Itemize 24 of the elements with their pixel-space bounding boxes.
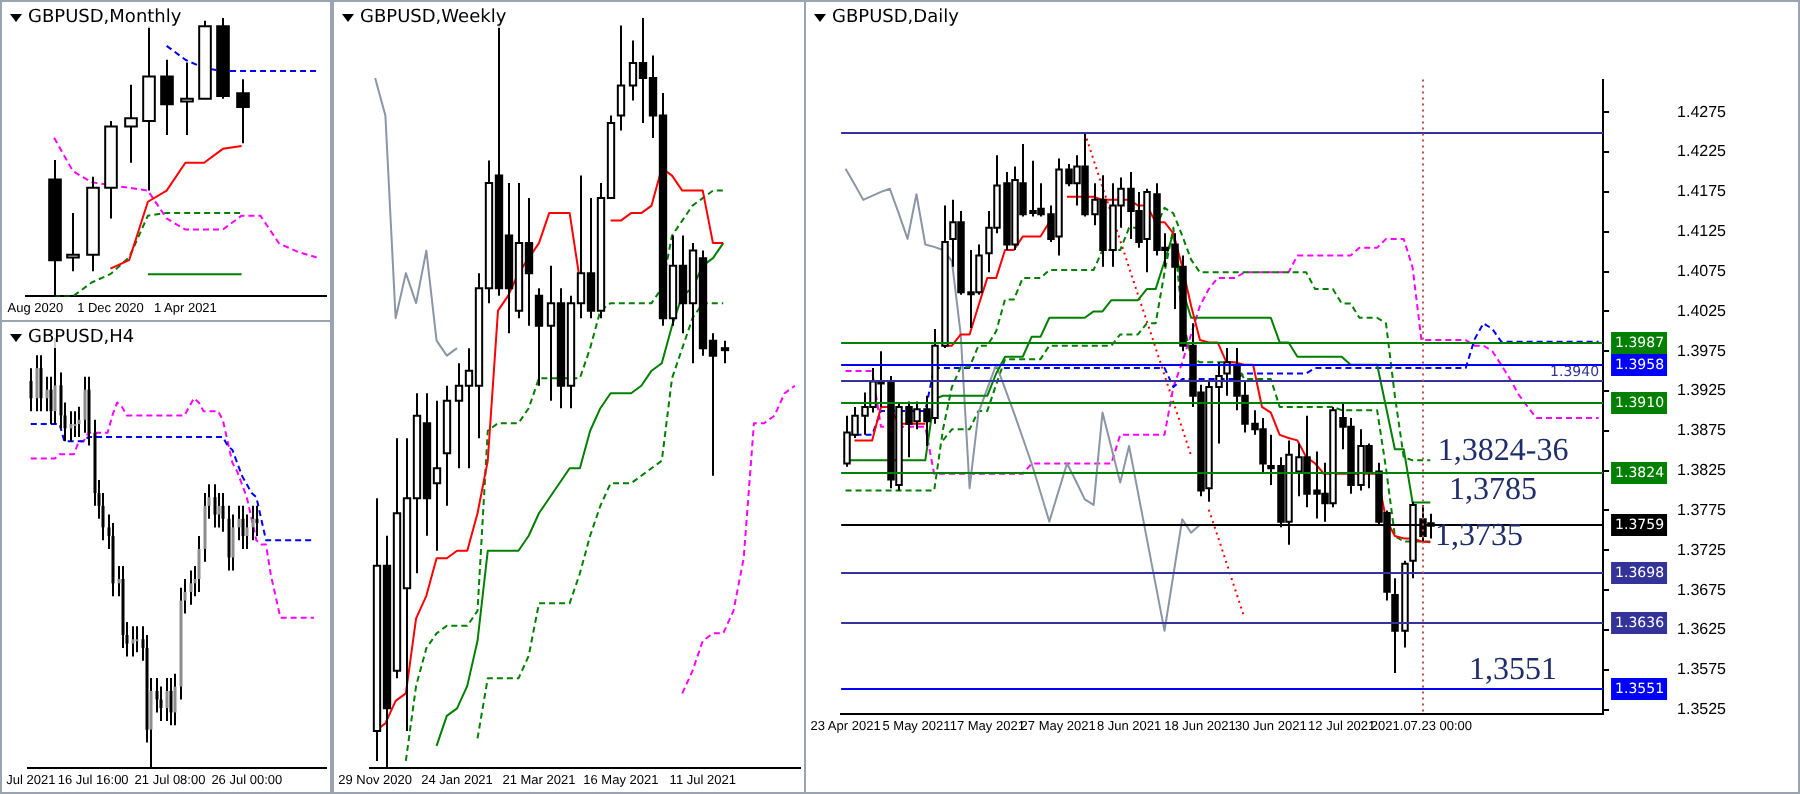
y-tick-label: 1.3625 — [1677, 620, 1728, 639]
y-tick-label: 1.3675 — [1677, 580, 1728, 599]
annotation: 1,3551 — [1469, 652, 1558, 687]
y-tick-label: 1.3525 — [1677, 700, 1728, 719]
annotation: 1,3785 — [1449, 472, 1538, 507]
chart-title: GBPUSD,Monthly — [28, 8, 182, 28]
y-tick-label: 1.3775 — [1677, 500, 1728, 519]
y-tick-label: 1.3575 — [1677, 660, 1728, 679]
chart-title: GBPUSD,H4 — [28, 328, 135, 348]
y-tick-label: 1.3875 — [1677, 421, 1728, 440]
chart-title: GBPUSD,Daily — [832, 8, 959, 28]
y-tick-label: 1.3925 — [1677, 381, 1728, 400]
y-tick-label: 1.4275 — [1677, 102, 1728, 121]
annotation: 1,3735 — [1435, 518, 1524, 553]
y-tick-label: 1.3725 — [1677, 540, 1728, 559]
y-tick-label: 1.3975 — [1677, 341, 1728, 360]
y-tick-label: 1.3825 — [1677, 461, 1728, 480]
chart-title: GBPUSD,Weekly — [360, 8, 507, 28]
y-tick-label: 1.4175 — [1677, 182, 1728, 201]
y-tick-label: 1.4025 — [1677, 301, 1728, 320]
y-tick-label: 1.4125 — [1677, 222, 1728, 241]
y-tick-label: 1.4075 — [1677, 261, 1728, 280]
annotation: 1,3824-36 — [1437, 433, 1569, 468]
y-tick-label: 1.4225 — [1677, 142, 1728, 161]
